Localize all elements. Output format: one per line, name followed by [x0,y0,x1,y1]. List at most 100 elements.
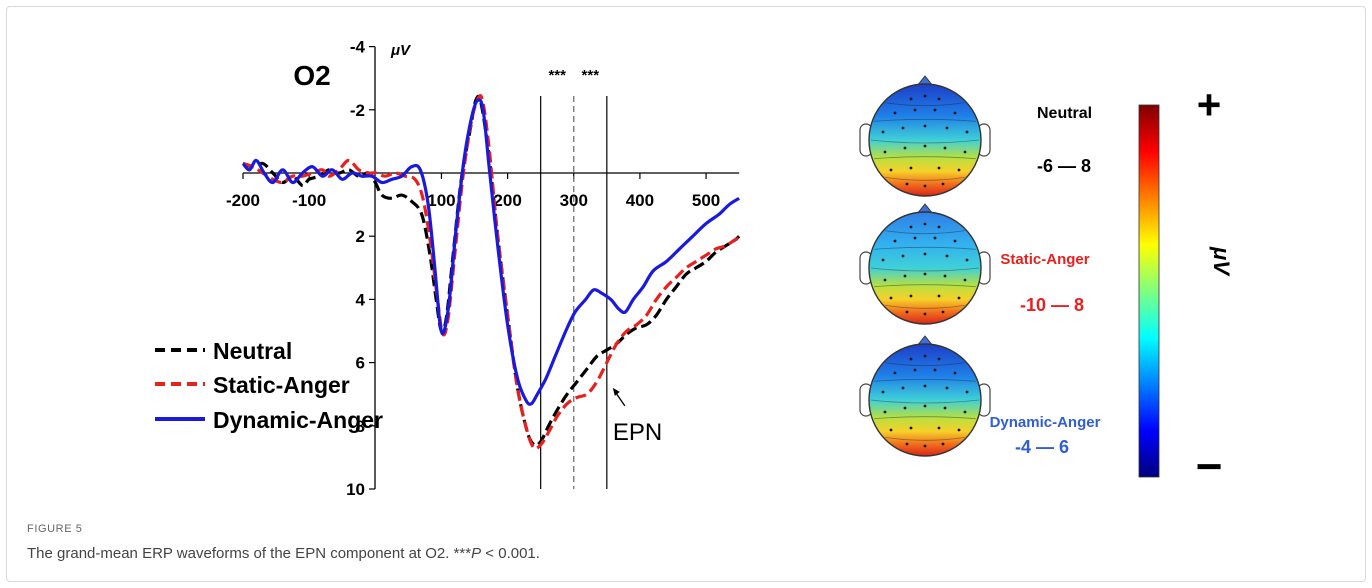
topomap-electrode [889,168,893,172]
topomap-electrode [889,428,893,432]
topomap-contour [874,156,976,160]
y-tick-label: -4 [350,38,366,57]
significance-label: *** [548,67,566,84]
topomap-contour [885,102,965,107]
epn-arrow-head [612,387,620,396]
topomap-electrode [893,111,897,115]
topomap-electrode [937,294,941,298]
topomap-contour [885,230,965,235]
significance-label: *** [582,67,600,84]
colorbar-bottom-symbol: − [1196,440,1223,492]
topomap-electrode [923,222,927,226]
topomap-electrode [965,258,969,262]
topomap-electrode [903,406,907,410]
topomap-electrode [923,444,927,448]
topomap-electrode [923,94,927,98]
topomap-contour [874,378,976,382]
x-tick-label: 400 [626,191,654,210]
figure-frame: -4 -2 2 4 6 8 10 -200 -100 100 200 300 400 500 O2 μV ***… [6,6,1366,582]
topomap-electrode [909,225,913,229]
topomap-electrode [893,371,897,375]
topomap-head [868,211,982,325]
topomap-electrode [923,404,927,408]
y-axis-unit-label: μV [390,42,412,59]
x-tick-label: 100 [427,191,455,210]
topomap-electrode [909,357,913,361]
topomap-electrode [943,406,947,410]
topomap-contour [885,436,965,441]
topomap-electrode [903,274,907,278]
figure-caption: The grand-mean ERP waveforms of the EPN … [27,545,540,562]
topomap-neutral [859,75,991,197]
topomap-electrode [901,254,905,258]
topomap-range-dynamic-anger: -4 — 6 [1015,437,1069,457]
topomap-contour [885,304,965,309]
topomap-electrode [965,130,969,134]
topomap-electrode [923,252,927,256]
topomap-electrode [901,126,905,130]
topomap-electrode [909,426,913,430]
colorbar: + − μV [1138,81,1234,492]
topomap-electrode [937,426,941,430]
topomap-electrode [883,278,887,282]
y-tick-label: -2 [350,101,365,120]
series-line-static-anger [242,94,740,451]
topomap-contour [885,362,965,367]
topomap-electrode [903,146,907,150]
topomap-electrode [881,130,885,134]
topomap-electrode [913,368,917,372]
topomap-electrode [943,274,947,278]
topomap-electrode [941,310,945,314]
topomap-label-neutral: Neutral [1037,105,1092,122]
legend-label-static-anger: Static-Anger [213,372,350,398]
topomap-electrode [905,310,909,314]
legend-label-neutral: Neutral [213,338,292,364]
topomap-electrode [883,150,887,154]
legend: Neutral Static-Anger Dynamic-Anger [155,338,383,433]
topomap-electrode [909,294,913,298]
topomap-electrode [945,254,949,258]
caption-main: The grand-mean ERP waveforms of the EPN … [27,545,472,562]
topomap-electrode [883,410,887,414]
topomap-electrode [937,225,941,229]
topomap-range-neutral: -6 — 8 [1037,156,1091,176]
topomap-electrode [905,442,909,446]
topomap-electrode [893,239,897,243]
caption-p: P [471,545,482,562]
topomap-head [868,343,982,457]
y-tick-label: 8 [356,417,365,436]
y-tick-label: 10 [346,480,365,499]
topomap-electrode [957,168,961,172]
topographic-maps: Neutral -6 — 8 Static-Anger -10 — 8 Dynamic-… [859,75,1101,457]
topomap-electrode [937,97,941,101]
topomap-electrode [945,126,949,130]
topomap-electrode [923,184,927,188]
topomap-electrode [913,108,917,112]
topomap-label-static-anger: Static-Anger [1000,251,1089,268]
topomap-electrode [963,410,967,414]
colorbar-top-symbol: + [1197,81,1222,128]
topomap-electrode [953,239,957,243]
topomap-electrode [957,428,961,432]
topomap-electrode [923,124,927,128]
topomap-electrode [889,296,893,300]
topomap-electrode [901,386,905,390]
colorbar-unit-label: μV [1209,246,1234,277]
topomap-electrode [905,182,909,186]
topomap-electrode [881,390,885,394]
topomap-contour [874,284,976,288]
topomap-electrode [953,371,957,375]
topomap-electrode [945,386,949,390]
topomap-electrode [943,146,947,150]
topomap-electrode [909,166,913,170]
topomap-electrode [923,384,927,388]
x-tick-label: -100 [292,191,326,210]
topomap-electrode [963,278,967,282]
topomap-contour [885,176,965,181]
topomap-contour [874,416,976,420]
topomap-electrode [933,108,937,112]
figure-label: FIGURE 5 [27,523,83,535]
chart-title: O2 [293,60,330,91]
topomap-electrode [963,150,967,154]
